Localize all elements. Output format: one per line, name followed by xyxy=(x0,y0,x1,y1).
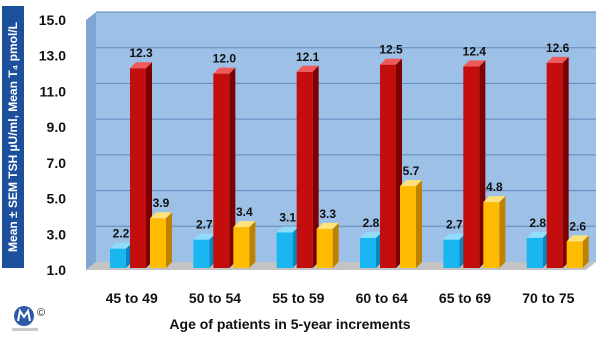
bar-value-label: 12.1 xyxy=(296,50,320,64)
bar-top xyxy=(483,196,506,203)
bar-value-label: 3.4 xyxy=(236,205,253,219)
bar-side xyxy=(229,67,236,268)
y-axis-label-box: Mean ± SEM TSH µU/ml, Mean T₄ pmol/L xyxy=(2,6,24,268)
bar-2-2 xyxy=(316,228,333,268)
y-tick-label: 5.0 xyxy=(47,191,67,207)
bar-0-5 xyxy=(526,237,543,268)
bar-value-label: 2.6 xyxy=(569,219,586,233)
bar-0-1 xyxy=(193,239,210,268)
bar-side xyxy=(416,180,422,268)
bar-value-label: 2.8 xyxy=(363,216,380,230)
bar-value-label: 4.8 xyxy=(486,180,503,194)
bar-2-4 xyxy=(483,202,500,268)
bar-top xyxy=(546,56,569,63)
y-tick-label: 3.0 xyxy=(47,226,67,242)
bar-top xyxy=(150,212,172,219)
bar-2-5 xyxy=(566,241,583,268)
bar-1-2 xyxy=(296,71,313,269)
publisher-logo: © xyxy=(10,304,52,334)
bar-side xyxy=(582,235,589,268)
bar-top xyxy=(193,233,216,240)
x-tick-label: 50 to 54 xyxy=(189,290,241,306)
x-axis-label: Age of patients in 5-year increments xyxy=(169,316,411,332)
x-tick-label: 45 to 49 xyxy=(106,290,158,306)
bar-value-label: 12.0 xyxy=(213,52,237,66)
bar-top xyxy=(316,222,339,229)
bar-top xyxy=(360,231,382,238)
y-axis-label: Mean ± SEM TSH µU/ml, Mean T₄ pmol/L xyxy=(6,22,20,252)
bar-side xyxy=(312,65,319,269)
bar-value-label: 3.9 xyxy=(153,196,170,210)
bar-2-1 xyxy=(233,227,250,268)
x-tick-label: 65 to 69 xyxy=(439,290,491,306)
bar-1-4 xyxy=(463,66,480,268)
bar-top xyxy=(110,242,132,249)
bar-side xyxy=(166,212,172,268)
bar-value-label: 2.2 xyxy=(113,227,130,241)
bar-value-label: 3.1 xyxy=(279,211,296,225)
bar-2-0 xyxy=(150,218,166,268)
y-tick-label: 9.0 xyxy=(47,119,67,135)
bar-top xyxy=(526,231,549,238)
bar-1-5 xyxy=(546,62,563,268)
y-tick-label: 15.0 xyxy=(39,12,66,28)
bar-top xyxy=(276,226,299,233)
bar-0-4 xyxy=(443,239,460,268)
bar-top xyxy=(566,235,589,242)
bar-value-label: 12.3 xyxy=(129,46,153,60)
y-tick-label: 7.0 xyxy=(47,155,67,171)
bar-value-label: 12.5 xyxy=(379,43,403,57)
plot-side-wall xyxy=(86,12,96,270)
bar-value-label: 2.7 xyxy=(196,218,213,232)
bar-2-3 xyxy=(400,186,416,268)
bar-side xyxy=(249,221,256,268)
bar-side xyxy=(332,222,339,268)
bar-top xyxy=(380,58,402,65)
bar-1-0 xyxy=(130,68,146,268)
bar-top xyxy=(213,67,236,74)
bar-side xyxy=(146,62,152,268)
bar-value-label: 12.4 xyxy=(463,44,487,58)
bar-top xyxy=(443,233,466,240)
y-tick-label: 1.0 xyxy=(47,262,67,278)
bar-side xyxy=(499,196,506,268)
bar-value-label: 5.7 xyxy=(403,164,420,178)
bar-value-label: 2.8 xyxy=(529,216,546,230)
bar-1-3 xyxy=(380,64,396,269)
bar-top xyxy=(400,180,422,187)
y-tick-label: 13.0 xyxy=(39,48,66,64)
publisher-logo-icon: © xyxy=(12,306,45,331)
bar-value-label: 12.6 xyxy=(546,41,570,55)
plot-background xyxy=(96,12,596,262)
bar-top xyxy=(296,65,319,72)
bar-0-2 xyxy=(276,232,293,268)
bar-value-label: 2.7 xyxy=(446,218,463,232)
x-tick-label: 60 to 64 xyxy=(356,290,408,306)
bar-value-label: 3.3 xyxy=(319,207,336,221)
x-tick-label: 55 to 59 xyxy=(272,290,324,306)
bar-0-0 xyxy=(110,248,126,268)
copyright-mark: © xyxy=(37,307,45,319)
bar-top xyxy=(463,60,486,67)
y-tick-label: 11.0 xyxy=(40,83,67,99)
bar-1-1 xyxy=(213,73,230,268)
x-tick-label: 70 to 75 xyxy=(522,290,574,306)
bar-0-3 xyxy=(360,237,376,268)
bar-top xyxy=(130,62,152,69)
bar-top xyxy=(233,221,256,228)
bar-side xyxy=(562,56,569,268)
